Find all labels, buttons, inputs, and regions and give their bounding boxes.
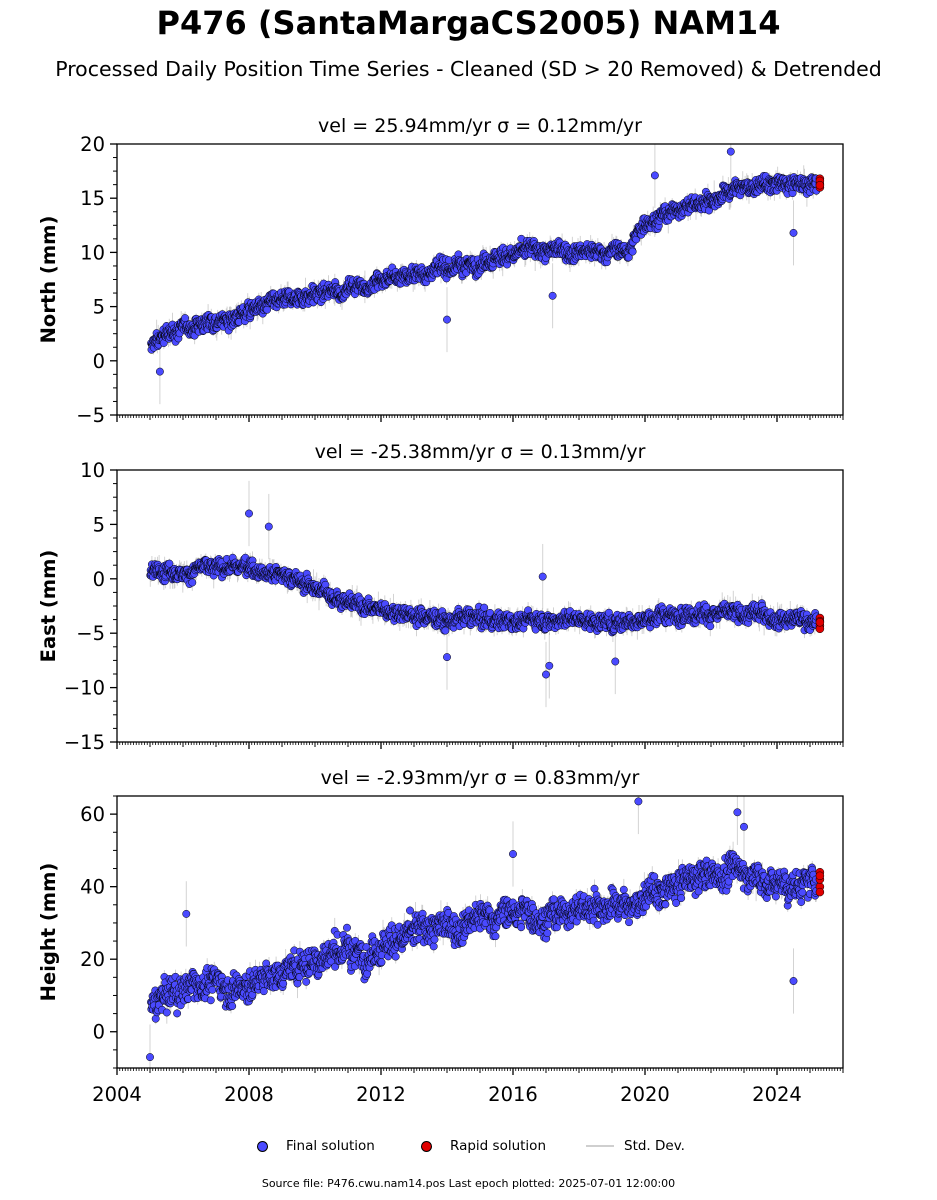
final-point-outlier xyxy=(789,228,798,237)
panel-1: vel = 25.94mm/yr σ = 0.12mm/yr North (mm)… xyxy=(37,115,844,427)
plot-area xyxy=(147,144,825,405)
final-point-outlier xyxy=(650,171,659,180)
final-point xyxy=(624,253,633,262)
final-point xyxy=(165,559,174,568)
final-point xyxy=(263,305,272,314)
y-axis-label: North (mm) xyxy=(37,216,60,344)
panel-2: vel = -25.38mm/yr σ = 0.13mm/yr East (mm)… xyxy=(37,441,844,754)
final-point-outlier xyxy=(726,147,735,156)
y-tick-label: 10 xyxy=(80,241,105,264)
final-solution-points xyxy=(146,509,821,679)
final-point xyxy=(480,603,489,612)
y-tick-label: −5 xyxy=(76,404,105,427)
final-point xyxy=(441,626,450,635)
final-point xyxy=(181,314,190,323)
y-tick-label: 0 xyxy=(93,350,105,373)
final-point-outlier xyxy=(548,291,557,300)
final-point xyxy=(486,608,495,617)
y-tick-label: 20 xyxy=(80,133,105,156)
panel-title: vel = 25.94mm/yr σ = 0.12mm/yr xyxy=(318,115,642,137)
final-point-outlier xyxy=(443,315,451,324)
y-tick-label: 15 xyxy=(80,187,105,210)
chart-subtitle: Processed Daily Position Time Series - C… xyxy=(55,57,882,81)
chart-title: P476 (SantaMargaCS2005) NAM14 xyxy=(156,4,781,42)
final-point xyxy=(628,247,637,256)
final-point-outlier xyxy=(155,367,164,376)
rapid-solution-points xyxy=(815,174,825,192)
y-tick-label: 5 xyxy=(93,296,105,319)
final-point xyxy=(188,578,197,587)
final-point xyxy=(604,608,613,617)
final-solution-points xyxy=(147,147,821,376)
y-axis-label: East (mm) xyxy=(37,550,60,663)
panel-title: vel = -25.38mm/yr σ = 0.13mm/yr xyxy=(315,441,646,463)
plot-area xyxy=(146,480,825,708)
rapid-point xyxy=(815,180,825,190)
